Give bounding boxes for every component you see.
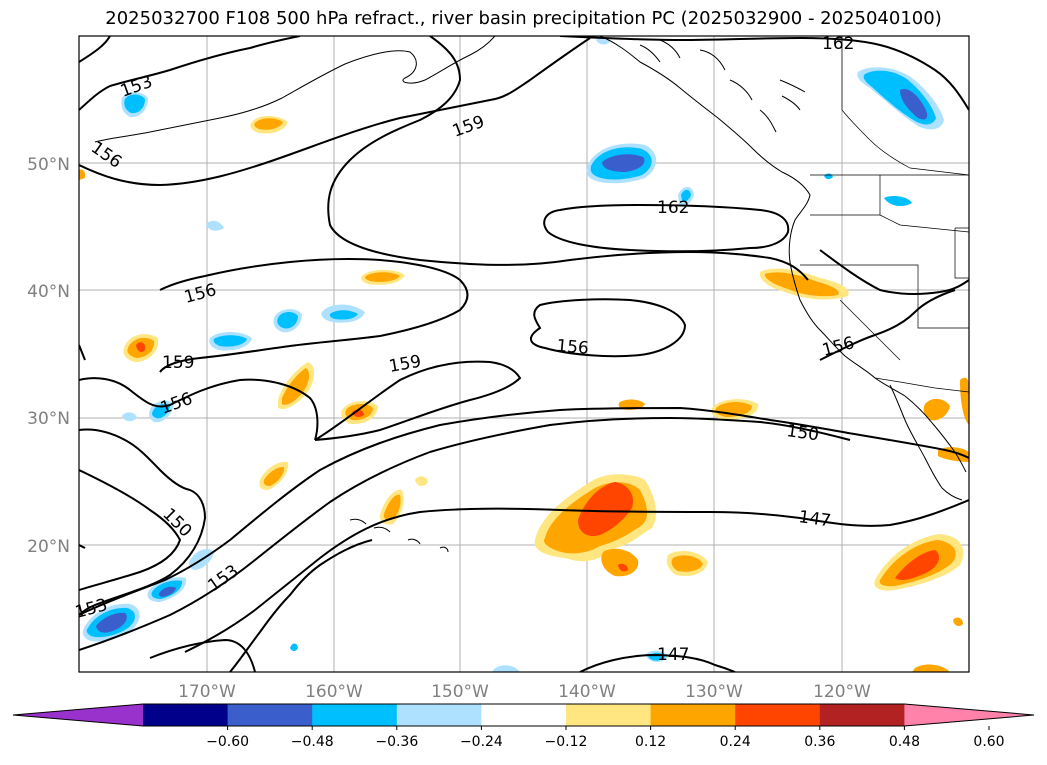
colorbar-segment xyxy=(227,704,313,726)
map-title: 2025032700 F108 500 hPa refract., river … xyxy=(105,8,942,29)
colorbar-tick-label: −0.48 xyxy=(291,734,334,750)
colorbar-tick-label: 0.36 xyxy=(804,734,835,750)
lat-label: 50°N xyxy=(27,155,70,175)
lon-label: 120°W xyxy=(813,682,871,702)
lon-label: 160°W xyxy=(305,682,363,702)
colorbar-tick-label: −0.12 xyxy=(545,734,588,750)
contour-label: 147 xyxy=(797,507,832,531)
lat-label: 30°N xyxy=(27,409,70,429)
lon-label: 140°W xyxy=(558,682,616,702)
colorbar-segment xyxy=(312,704,398,726)
colorbar-segment xyxy=(396,704,482,726)
colorbar-tick-label: 0.60 xyxy=(973,734,1004,750)
latitude-labels: 50°N 40°N 30°N 20°N xyxy=(27,155,70,557)
contour-label: 159 xyxy=(162,353,194,373)
lat-label: 40°N xyxy=(27,282,70,302)
colorbar-tick-label: 0.12 xyxy=(635,734,666,750)
contour-label: 156 xyxy=(556,336,590,359)
contour-label: 162 xyxy=(657,198,689,218)
colorbar-segment xyxy=(566,704,652,726)
contour-label: 162 xyxy=(822,34,854,54)
contour-label: 150 xyxy=(785,421,820,445)
colorbar-segment xyxy=(481,704,567,726)
colorbar: −0.60 −0.48 −0.36 −0.24 −0.12 0.12 0.24 0.36 0.4… xyxy=(12,703,1035,750)
longitude-labels: 170°W 160°W 150°W 140°W 130°W 120°W xyxy=(178,682,871,702)
colorbar-segment xyxy=(650,704,736,726)
colorbar-tick-label: 0.48 xyxy=(889,734,920,750)
colorbar-tick-label: −0.36 xyxy=(375,734,418,750)
colorbar-extend-low xyxy=(13,704,143,726)
coastlines xyxy=(94,36,969,553)
colorbar-segment xyxy=(735,704,821,726)
height-contours xyxy=(79,36,969,672)
colorbar-tick-label: 0.24 xyxy=(720,734,751,750)
precip-shading xyxy=(79,37,969,672)
contour-label: 147 xyxy=(657,645,689,665)
colorbar-outline xyxy=(12,703,1035,727)
lon-label: 130°W xyxy=(685,682,743,702)
lon-label: 170°W xyxy=(178,682,236,702)
colorbar-segment xyxy=(143,704,229,726)
colorbar-extend-high xyxy=(904,704,1034,726)
lat-label: 20°N xyxy=(27,537,70,557)
map-frame xyxy=(78,35,970,673)
colorbar-tick-label: −0.60 xyxy=(206,734,249,750)
colorbar-segment xyxy=(819,704,905,726)
colorbar-tick-label: −0.24 xyxy=(460,734,503,750)
lon-label: 150°W xyxy=(431,682,489,702)
